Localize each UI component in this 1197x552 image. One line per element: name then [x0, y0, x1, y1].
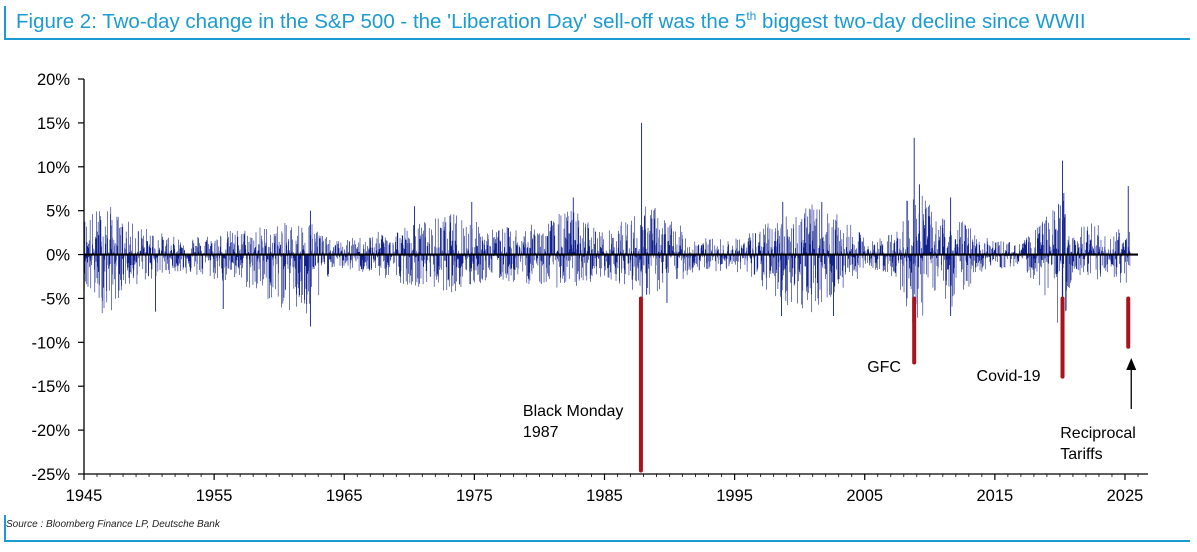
chart-title: Figure 2: Two-day change in the S&P 500 …: [16, 9, 1086, 34]
annotation-gfc: GFC: [867, 359, 901, 376]
y-tick-label: -10%: [31, 334, 70, 352]
x-tick-label: 1995: [716, 487, 753, 505]
chart-axes: 20% 15% 10% 5% 0% -5% -10% -15% -20% -25% 1945 1955…: [31, 71, 1148, 505]
title-bar: Figure 2: Two-day change in the S&P 500 …: [4, 6, 1190, 40]
x-tick-label: 1955: [196, 487, 233, 505]
sp500-two-day-change-chart: 20% 15% 10% 5% 0% -5% -10% -15% -20% -25% 1945 1955…: [31, 71, 1148, 505]
y-tick-label: 10%: [37, 159, 70, 177]
spike-bars: [155, 122, 1129, 327]
daily-noise-series: [83, 195, 1131, 324]
y-tick-label: -25%: [31, 466, 70, 484]
y-tick-label: 0%: [46, 247, 70, 265]
chart-title-tail: biggest two-day decline since WWII: [756, 9, 1086, 33]
x-tick-label: 1985: [586, 487, 623, 505]
footer-rule: [4, 540, 1190, 542]
highlighted-decline-bars: [638, 296, 1131, 473]
annotation-reciprocal-tariffs: Reciprocal: [1060, 425, 1136, 442]
y-tick-label: 20%: [37, 71, 70, 89]
source-note: Source : Bloomberg Finance LP, Deutsche …: [6, 519, 220, 530]
y-tick-label: -20%: [31, 422, 70, 440]
x-tick-label: 2025: [1107, 487, 1144, 505]
annotation-black-monday: Black Monday: [523, 403, 624, 420]
y-tick-label: -15%: [31, 378, 70, 396]
y-tick-label: 5%: [46, 203, 70, 221]
x-tick-label: 1965: [326, 487, 363, 505]
annotation-black-monday: 1987: [523, 424, 559, 441]
footer-rule-left: [4, 515, 6, 542]
x-tick-label: 1975: [456, 487, 493, 505]
chart-title-superscript: th: [746, 9, 757, 23]
noise-bars: [83, 195, 1131, 324]
annotation-reciprocal-tariffs: Tariffs: [1060, 446, 1102, 463]
x-tick-label: 1945: [66, 487, 103, 505]
annotation-covid-19: Covid-19: [977, 368, 1041, 385]
y-tick-label: 15%: [37, 115, 70, 133]
x-tick-label: 2005: [846, 487, 883, 505]
x-tick-label: 2015: [977, 487, 1014, 505]
chart-title-main: Figure 2: Two-day change in the S&P 500 …: [16, 9, 747, 33]
chart-annotations: Black Monday 1987 GFC Covid-19 Reciprocal Tar…: [523, 358, 1137, 463]
tariffs-arrow-head: [1126, 358, 1137, 370]
y-tick-label: -5%: [41, 290, 71, 308]
